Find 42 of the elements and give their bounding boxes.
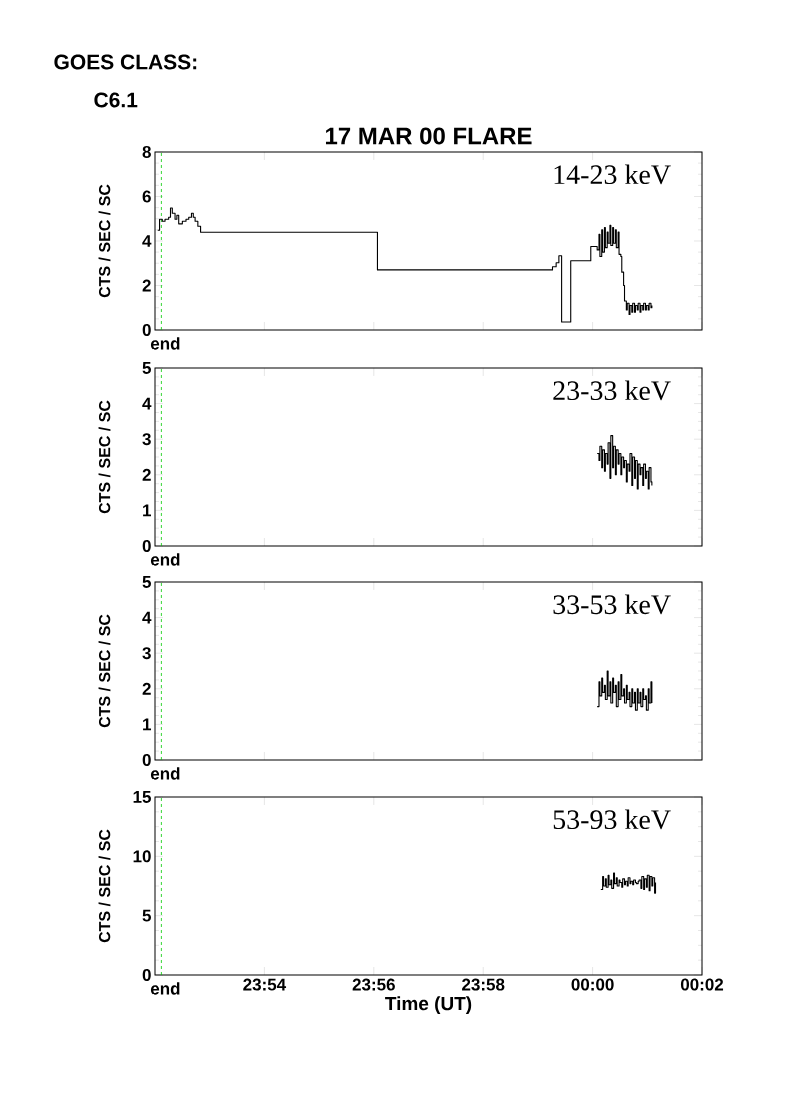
y-axis-title: CTS / SEC / SC bbox=[98, 400, 111, 514]
y-tick-label: 5 bbox=[142, 362, 151, 374]
y-axis-title: CTS / SEC / SC bbox=[98, 829, 111, 943]
y-tick-label: 3 bbox=[142, 647, 151, 660]
series-label: 53-93 keV bbox=[553, 809, 671, 830]
x-tick-label: 00:02 bbox=[680, 978, 724, 991]
x-tick-label: 00:00 bbox=[571, 978, 614, 991]
y-tick-label: 4 bbox=[142, 397, 152, 410]
text: GOES CLASS: bbox=[54, 54, 197, 70]
y-tick-label: 0 bbox=[142, 968, 151, 982]
y-tick-label: 0 bbox=[142, 539, 151, 553]
ref-line-label: end bbox=[150, 553, 180, 566]
y-tick-label: 5 bbox=[142, 576, 151, 588]
x-tick-label: 23:58 bbox=[462, 978, 505, 991]
y-tick-label: 10 bbox=[133, 850, 151, 863]
y-tick-label: 1 bbox=[143, 718, 151, 731]
x-tick-label: 23:54 bbox=[243, 978, 287, 991]
y-tick-label: 4 bbox=[142, 235, 152, 247]
y-tick-label: 0 bbox=[142, 753, 151, 767]
y-tick-label: 1 bbox=[143, 504, 151, 517]
y-tick-label: 15 bbox=[133, 791, 151, 803]
y-tick-label: 3 bbox=[142, 433, 151, 446]
y-tick-label: 2 bbox=[142, 468, 151, 481]
y-axis-title: CTS / SEC / SC bbox=[98, 614, 111, 728]
ref-line-label: end bbox=[150, 337, 180, 350]
y-tick-label: 8 bbox=[142, 145, 151, 159]
x-axis-title: Time (UT) bbox=[385, 996, 472, 1015]
text: C6.1 bbox=[94, 92, 138, 108]
series-label: 14-23 keV bbox=[554, 164, 671, 185]
text: 33-53 keV bbox=[553, 594, 671, 615]
chart-title: 17 MAR 00 FLARE bbox=[325, 127, 532, 145]
y-axis-title: CTS / SEC / SC bbox=[98, 184, 111, 298]
y-tick-label: 2 bbox=[142, 279, 151, 292]
y-tick-label: 5 bbox=[142, 909, 151, 922]
y-tick-label: 6 bbox=[142, 190, 151, 203]
ref-line-label: end bbox=[150, 982, 180, 995]
y-tick-label: 4 bbox=[142, 611, 152, 624]
y-tick-label: 0 bbox=[142, 323, 151, 337]
x-tick-label: 23:56 bbox=[352, 978, 395, 991]
ref-line-label: end bbox=[150, 767, 180, 780]
y-tick-label: 2 bbox=[142, 682, 151, 695]
series-label: 23-33 keV bbox=[553, 380, 671, 401]
